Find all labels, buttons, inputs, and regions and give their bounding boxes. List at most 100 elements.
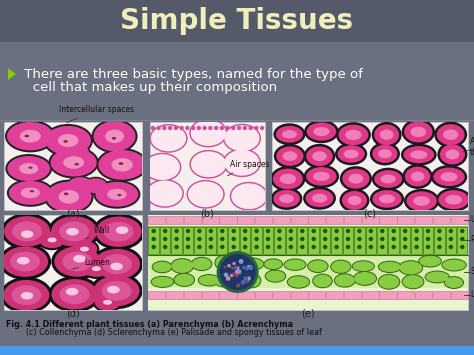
Circle shape — [255, 126, 258, 130]
Ellipse shape — [19, 163, 38, 174]
Ellipse shape — [331, 261, 351, 273]
Ellipse shape — [74, 163, 79, 165]
Ellipse shape — [1, 213, 53, 250]
FancyBboxPatch shape — [450, 215, 468, 224]
FancyBboxPatch shape — [148, 215, 165, 224]
Ellipse shape — [413, 196, 430, 206]
Ellipse shape — [92, 292, 122, 312]
Circle shape — [266, 229, 270, 233]
Ellipse shape — [51, 148, 97, 176]
Circle shape — [381, 229, 384, 233]
Ellipse shape — [117, 194, 121, 196]
Ellipse shape — [30, 190, 34, 192]
Ellipse shape — [37, 230, 67, 250]
Ellipse shape — [44, 180, 93, 214]
Circle shape — [164, 229, 167, 233]
FancyBboxPatch shape — [297, 226, 308, 253]
FancyBboxPatch shape — [201, 290, 219, 299]
Ellipse shape — [21, 292, 33, 300]
Circle shape — [461, 229, 464, 233]
Ellipse shape — [8, 156, 50, 181]
Ellipse shape — [215, 256, 233, 270]
Ellipse shape — [283, 258, 307, 271]
FancyBboxPatch shape — [219, 215, 237, 224]
Ellipse shape — [105, 130, 124, 143]
Circle shape — [210, 229, 212, 233]
Circle shape — [312, 229, 315, 233]
Ellipse shape — [107, 286, 120, 294]
Ellipse shape — [378, 261, 402, 273]
Circle shape — [404, 246, 407, 248]
FancyBboxPatch shape — [148, 215, 468, 310]
Circle shape — [415, 246, 418, 248]
FancyBboxPatch shape — [255, 290, 272, 299]
FancyBboxPatch shape — [237, 215, 255, 224]
FancyBboxPatch shape — [343, 226, 353, 253]
Ellipse shape — [5, 154, 52, 183]
Ellipse shape — [273, 169, 303, 189]
Text: (d): (d) — [66, 309, 80, 319]
Circle shape — [238, 269, 241, 273]
Circle shape — [335, 229, 338, 233]
Ellipse shape — [224, 150, 260, 176]
Circle shape — [381, 246, 384, 248]
FancyBboxPatch shape — [206, 226, 216, 253]
Text: cell that makes up their composition: cell that makes up their composition — [20, 81, 277, 94]
Ellipse shape — [11, 285, 41, 305]
Ellipse shape — [51, 243, 103, 280]
Circle shape — [449, 246, 452, 248]
Ellipse shape — [152, 277, 173, 287]
Circle shape — [242, 266, 245, 269]
Ellipse shape — [170, 258, 194, 274]
Ellipse shape — [306, 167, 337, 186]
Circle shape — [237, 267, 239, 269]
FancyBboxPatch shape — [411, 226, 422, 253]
FancyBboxPatch shape — [433, 215, 450, 224]
Circle shape — [255, 229, 258, 233]
FancyBboxPatch shape — [354, 226, 365, 253]
Circle shape — [438, 237, 441, 240]
Circle shape — [415, 229, 418, 233]
Circle shape — [175, 237, 178, 240]
Circle shape — [232, 126, 235, 130]
Circle shape — [203, 126, 206, 130]
Ellipse shape — [419, 256, 441, 267]
Ellipse shape — [445, 195, 462, 204]
FancyBboxPatch shape — [457, 226, 467, 253]
Ellipse shape — [240, 258, 264, 270]
Ellipse shape — [92, 266, 101, 271]
Ellipse shape — [59, 222, 89, 241]
Circle shape — [151, 126, 155, 130]
Ellipse shape — [345, 130, 362, 140]
Ellipse shape — [284, 260, 306, 270]
Ellipse shape — [410, 151, 427, 159]
Text: Spongy layer: Spongy layer — [471, 268, 474, 277]
Ellipse shape — [9, 181, 52, 205]
Ellipse shape — [188, 181, 223, 207]
FancyBboxPatch shape — [240, 226, 250, 253]
Circle shape — [175, 229, 178, 233]
Circle shape — [152, 229, 155, 233]
Ellipse shape — [103, 300, 112, 305]
Ellipse shape — [21, 187, 40, 198]
Circle shape — [392, 246, 395, 248]
Ellipse shape — [335, 274, 355, 286]
FancyBboxPatch shape — [415, 215, 432, 224]
Ellipse shape — [353, 261, 374, 271]
Circle shape — [427, 229, 429, 233]
Circle shape — [231, 267, 234, 270]
Ellipse shape — [46, 126, 91, 155]
Ellipse shape — [304, 165, 339, 188]
Circle shape — [248, 265, 253, 270]
Circle shape — [381, 237, 384, 240]
Circle shape — [236, 285, 239, 288]
Ellipse shape — [426, 272, 449, 282]
FancyBboxPatch shape — [148, 290, 165, 299]
Text: Air spaces: Air spaces — [228, 160, 270, 176]
FancyBboxPatch shape — [397, 290, 414, 299]
Ellipse shape — [403, 146, 434, 163]
Circle shape — [186, 126, 189, 130]
Circle shape — [239, 272, 242, 275]
FancyBboxPatch shape — [377, 226, 388, 253]
Ellipse shape — [64, 140, 68, 143]
